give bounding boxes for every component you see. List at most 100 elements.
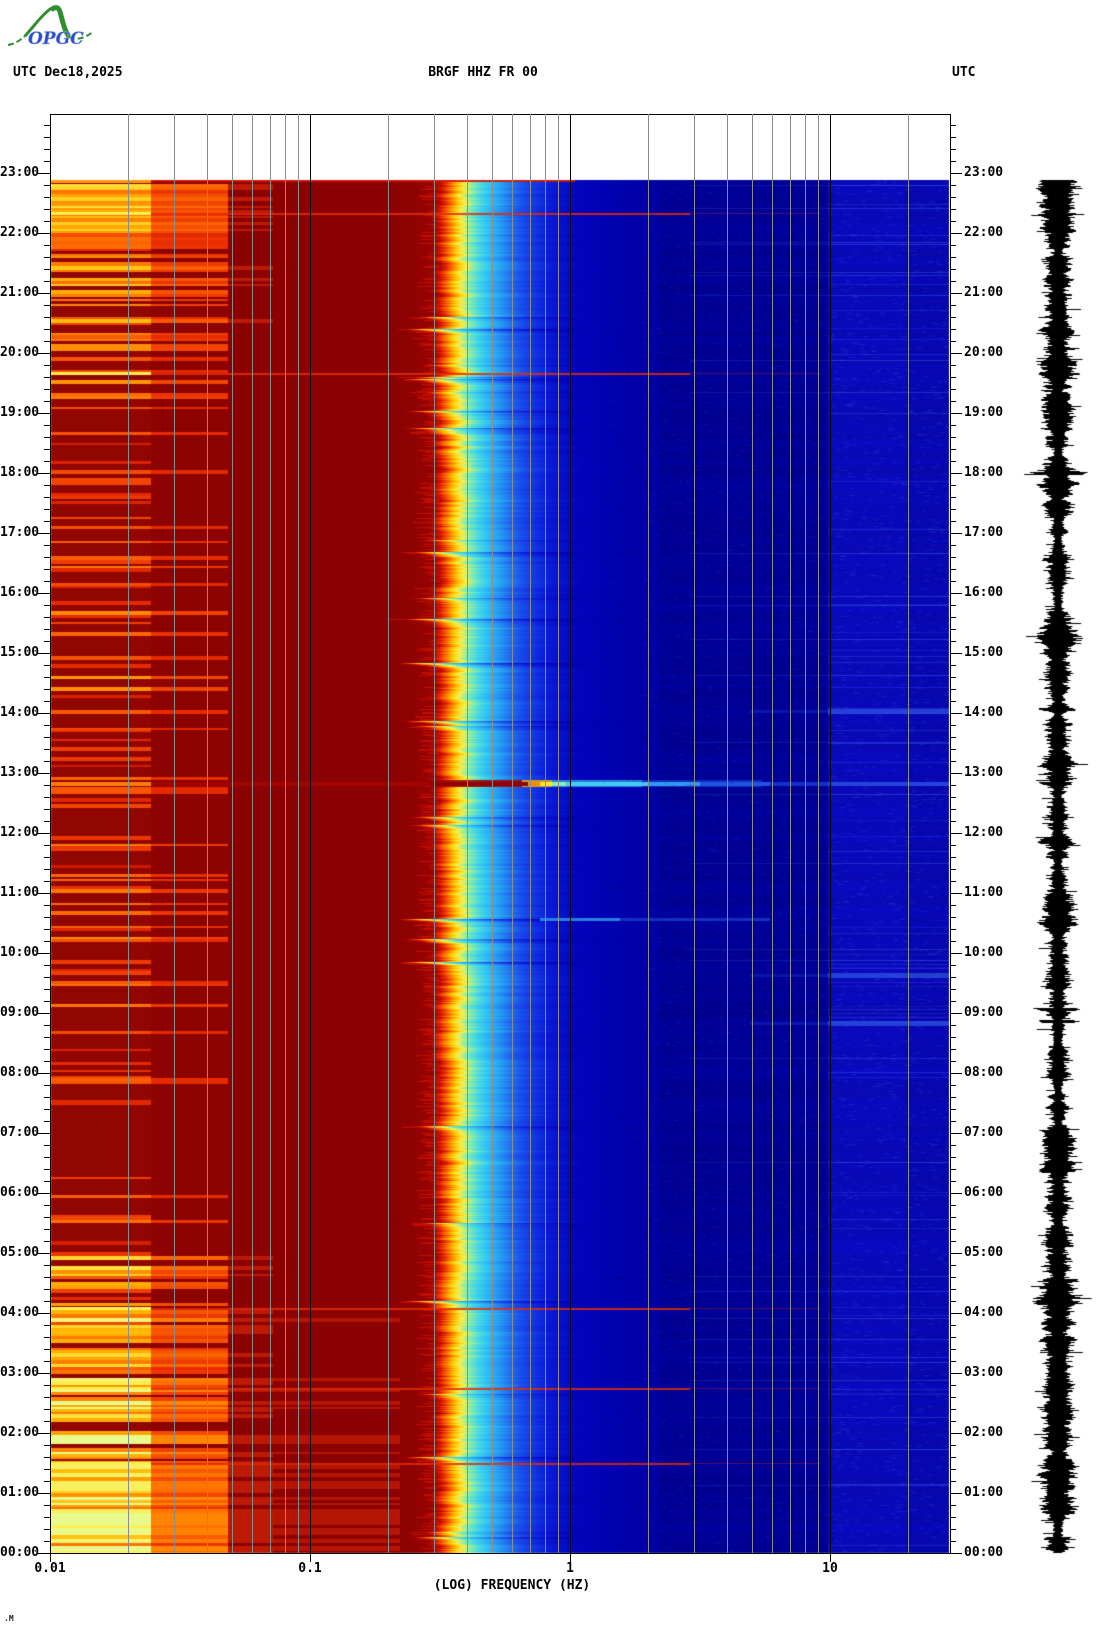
y-tick-label-right: 04:00 <box>964 1305 1004 1320</box>
hour-tick-left <box>38 593 50 594</box>
hour-tick-left <box>38 173 50 174</box>
y-tick-label-right: 13:00 <box>964 765 1004 780</box>
corner-glyph: .M <box>4 1614 14 1623</box>
minor-tick-right <box>950 1181 956 1182</box>
minor-tick-right <box>950 725 956 726</box>
gridline-minor <box>818 114 819 1553</box>
y-tick-label-left: 18:00 <box>0 465 40 480</box>
minor-tick-right <box>950 245 956 246</box>
minor-tick-right <box>950 389 956 390</box>
minor-tick-right <box>950 965 956 966</box>
minor-tick-left <box>44 1157 50 1158</box>
minor-tick-left <box>44 449 50 450</box>
minor-tick-right <box>950 1421 956 1422</box>
minor-tick-right <box>950 1517 956 1518</box>
y-tick-label-right: 21:00 <box>964 285 1004 300</box>
minor-tick-right <box>950 137 956 138</box>
minor-tick-right <box>950 1541 956 1542</box>
date-label: Dec18,2025 <box>44 65 123 80</box>
hour-tick-left <box>38 413 50 414</box>
hour-tick-left <box>38 893 50 894</box>
minor-tick-left <box>44 761 50 762</box>
minor-tick-left <box>44 1457 50 1458</box>
minor-tick-left <box>44 845 50 846</box>
minor-tick-left <box>44 389 50 390</box>
hour-tick-left <box>38 533 50 534</box>
hour-tick-right <box>950 833 962 834</box>
minor-tick-left <box>44 725 50 726</box>
gridline-minor <box>285 114 286 1553</box>
hour-tick-left <box>38 233 50 234</box>
minor-tick-right <box>950 185 956 186</box>
hour-tick-right <box>950 1253 962 1254</box>
gridline-minor <box>530 114 531 1553</box>
minor-tick-left <box>44 1109 50 1110</box>
y-tick-label-left: 14:00 <box>0 705 40 720</box>
minor-tick-right <box>950 365 956 366</box>
minor-tick-right <box>950 125 956 126</box>
utc-left-label: UTC <box>13 65 37 80</box>
minor-tick-left <box>44 1241 50 1242</box>
y-tick-label-right: 05:00 <box>964 1245 1004 1260</box>
gridline-minor <box>772 114 773 1553</box>
y-tick-label-right: 17:00 <box>964 525 1004 540</box>
minor-tick-right <box>950 485 956 486</box>
y-tick-label-right: 12:00 <box>964 825 1004 840</box>
hour-tick-left <box>38 1073 50 1074</box>
y-tick-label-left: 09:00 <box>0 1005 40 1020</box>
gridline-minor <box>558 114 559 1553</box>
minor-tick-right <box>950 209 956 210</box>
minor-tick-right <box>950 149 956 150</box>
header-left: UTC Dec18,2025 <box>13 65 123 80</box>
minor-tick-left <box>44 161 50 162</box>
minor-tick-right <box>950 1097 956 1098</box>
hour-tick-right <box>950 1073 962 1074</box>
gridline-minor <box>128 114 129 1553</box>
y-tick-label-left: 05:00 <box>0 1245 40 1260</box>
y-tick-label-right: 00:00 <box>964 1545 1004 1560</box>
minor-tick-left <box>44 269 50 270</box>
gridline-minor <box>805 114 806 1553</box>
hour-tick-right <box>950 293 962 294</box>
minor-tick-left <box>44 1217 50 1218</box>
minor-tick-right <box>950 1037 956 1038</box>
minor-tick-right <box>950 569 956 570</box>
minor-tick-right <box>950 1289 956 1290</box>
hour-tick-left <box>38 713 50 714</box>
minor-tick-right <box>950 905 956 906</box>
minor-tick-left <box>44 1229 50 1230</box>
minor-tick-left <box>44 1529 50 1530</box>
minor-tick-left <box>44 917 50 918</box>
minor-tick-left <box>44 809 50 810</box>
minor-tick-right <box>950 221 956 222</box>
y-tick-label-right: 06:00 <box>964 1185 1004 1200</box>
minor-tick-left <box>44 1205 50 1206</box>
hour-tick-right <box>950 593 962 594</box>
minor-tick-left <box>44 1421 50 1422</box>
minor-tick-left <box>44 1289 50 1290</box>
minor-tick-right <box>950 1481 956 1482</box>
hour-tick-left <box>38 353 50 354</box>
gridline-major <box>570 114 571 1553</box>
minor-tick-right <box>950 305 956 306</box>
minor-tick-left <box>44 545 50 546</box>
minor-tick-right <box>950 1085 956 1086</box>
minor-tick-left <box>44 521 50 522</box>
logo-text: OPGC <box>28 29 84 49</box>
y-tick-label-right: 10:00 <box>964 945 1004 960</box>
y-tick-label-right: 01:00 <box>964 1485 1004 1500</box>
minor-tick-left <box>44 1301 50 1302</box>
plot-frame <box>50 114 951 1554</box>
hour-tick-left <box>38 473 50 474</box>
logo-dash-left <box>7 33 28 46</box>
gridline-major <box>830 114 831 1553</box>
minor-tick-left <box>44 1469 50 1470</box>
minor-tick-left <box>44 941 50 942</box>
minor-tick-right <box>950 1217 956 1218</box>
hour-tick-right <box>950 1373 962 1374</box>
minor-tick-left <box>44 1517 50 1518</box>
x-tick <box>310 1553 311 1562</box>
minor-tick-left <box>44 869 50 870</box>
minor-tick-right <box>950 1409 956 1410</box>
